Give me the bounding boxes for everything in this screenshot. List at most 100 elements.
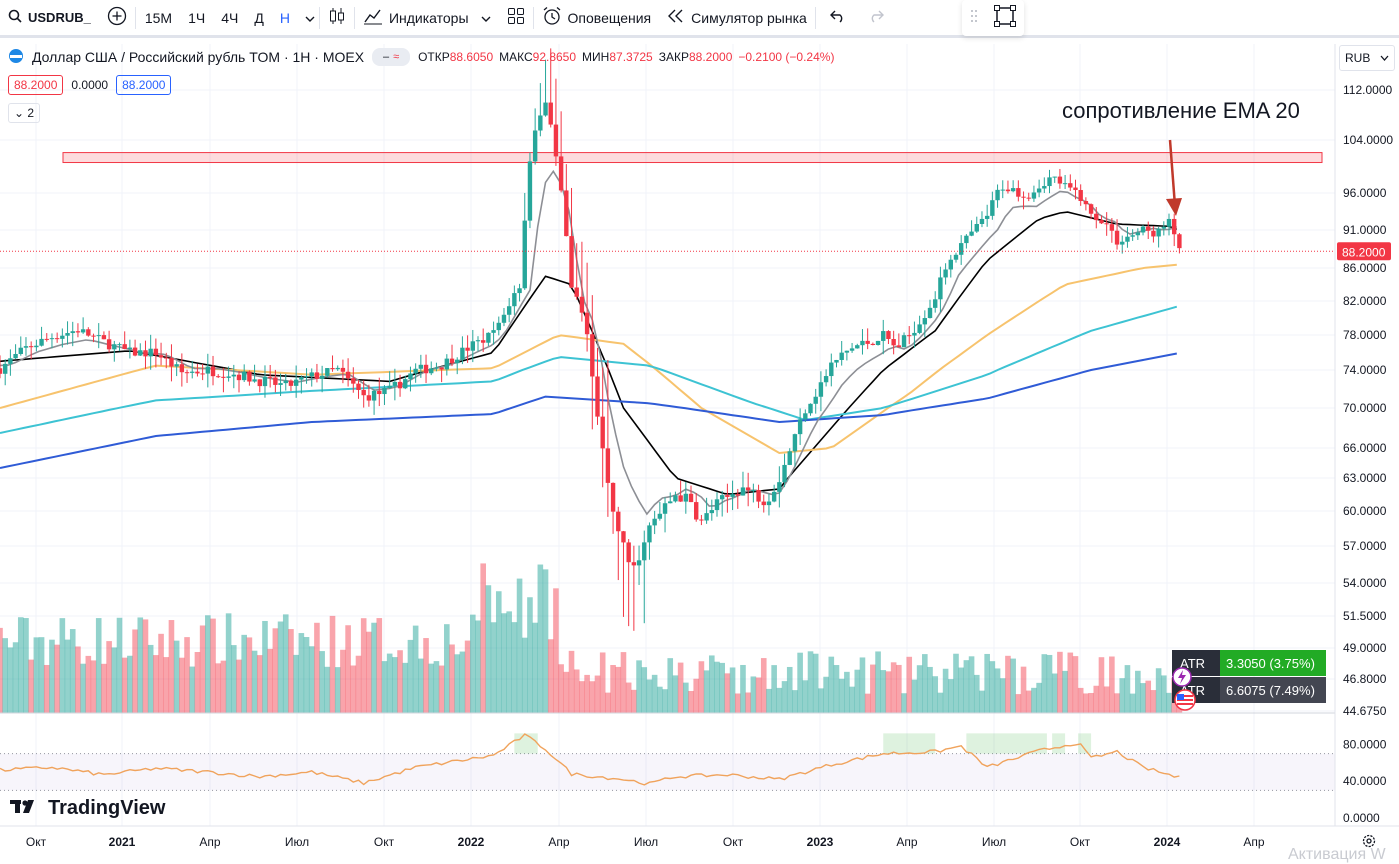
sell-price[interactable]: 88.2000 [8,75,64,95]
toolbar-divider [532,6,534,29]
chevron-down-icon: ⌄ [14,106,25,120]
candle-body [1125,236,1130,242]
alerts-button[interactable]: Оповещения [534,0,660,37]
candle-body [605,448,611,483]
volume-bar [272,628,279,713]
symbol-search[interactable]: USDRUB_ [0,0,99,37]
volume-bar [521,637,528,713]
time-axis-label: Апр [199,835,221,849]
indicators-collapse-button[interactable]: ⌄ 2 [8,103,41,123]
volume-bar [1166,692,1172,713]
currency-select[interactable]: RUB [1339,45,1395,71]
volume-bar [760,658,767,713]
us-flag-icon[interactable] [1172,689,1198,716]
symbol-title[interactable]: Доллар США / Российский рубль TOM · 1Н ·… [32,49,365,65]
candle-body [933,299,938,308]
chevron-down-icon[interactable] [475,10,491,26]
candle-body [387,385,392,388]
interval-4h[interactable]: 4Ч [221,9,239,26]
ema-line-ema200 [0,352,1177,469]
volume-bar [527,597,533,713]
floating-drawing-toolbar [962,0,1024,36]
chart-legend: Доллар США / Российский рубль TOM · 1Н ·… [8,47,834,67]
candle-body [896,345,902,348]
buy-price[interactable]: 88.2000 [116,75,172,95]
volume-bar [719,662,725,713]
rectangle-tool-icon[interactable] [993,4,1017,33]
volume-bar [153,655,159,713]
volume-bar [797,652,803,713]
volume-bar [1015,694,1022,713]
candle-body [1036,188,1042,193]
redo-button[interactable] [860,0,892,37]
volume-bar [241,634,247,713]
tradingview-logo[interactable]: TradingView [10,797,165,820]
volume-bar [1161,675,1167,713]
undo-button[interactable] [816,0,860,37]
volume-bar [740,664,746,713]
layouts-button[interactable] [499,0,533,37]
volume-bar [293,654,299,713]
volume-bar [132,629,138,713]
volume-bar [776,687,783,713]
volume-bar [677,662,684,713]
volume-bar [220,660,227,713]
time-axis-label: Апр [548,835,570,849]
volume-bar [282,614,289,713]
volume-bar [210,618,216,713]
candle-body [694,502,699,520]
candle-body [455,359,460,364]
chevron-down-icon[interactable] [301,10,315,26]
volume-bar [1155,668,1162,713]
interval-day[interactable]: Д [254,9,264,26]
rsi-axis-label: 40.0000 [1343,774,1387,788]
volume-bar [1067,652,1074,713]
volume-bar [95,618,102,713]
settings-button[interactable] [1362,834,1376,851]
candle-body [325,368,330,376]
volume-bar [366,631,372,713]
candle-body [1083,201,1089,205]
volume-bar [625,682,632,713]
interval-15m[interactable]: 15М [144,9,173,26]
indicator-toggle-pill[interactable]: ‒ ≈ [372,48,411,66]
candle-body [657,513,663,519]
candle-body [117,344,122,346]
volume-bar [194,652,201,713]
volume-bar [999,678,1006,713]
drag-handle-icon[interactable] [970,9,978,28]
volume-bar [594,675,601,713]
interval-1h[interactable]: 1Ч [188,9,206,26]
volume-bar [407,639,414,713]
candle-body [621,531,626,543]
candle-body [127,347,133,349]
volume-bar [189,666,196,713]
replay-button[interactable]: Симулятор рынка [659,0,815,37]
candle-body [1104,223,1109,225]
candle-body [881,331,886,341]
volume-bar [1031,687,1037,713]
candle-body [719,495,725,500]
volume-bar [475,620,481,713]
annotation-text[interactable]: сопротивление EMA 20 [1062,98,1300,123]
indicators-button[interactable]: Индикаторы [355,0,499,37]
volume-bar [646,679,653,713]
candle-body [1000,189,1005,191]
candle-body [517,288,522,294]
undo-icon [829,9,846,26]
chart-type-button[interactable] [320,0,354,37]
compare-symbol-button[interactable] [99,0,135,37]
interval-week[interactable]: Н [279,9,290,26]
candle-body [844,350,850,353]
volume-bar [989,661,996,713]
rewind-icon [667,9,685,26]
volume-bar [423,638,429,713]
candle-body [60,335,65,339]
candle-body [122,344,127,349]
volume-bar [85,655,92,713]
lightning-icon[interactable] [1172,667,1192,692]
volume-bar [859,657,866,713]
volume-bar [558,664,564,713]
volume-bar [651,674,658,713]
